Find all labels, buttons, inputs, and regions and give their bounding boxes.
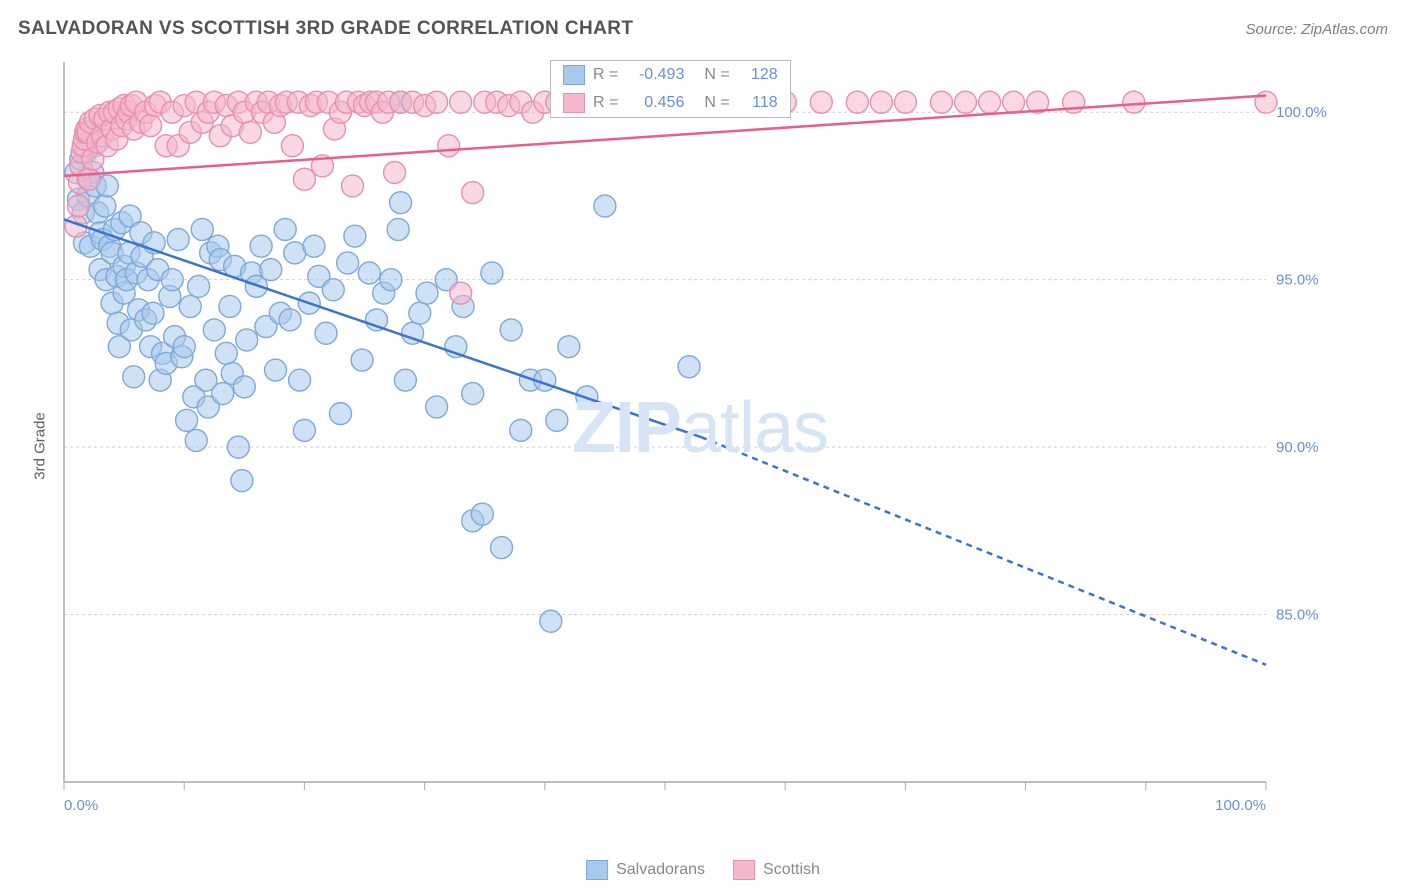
r-label: R = [593,66,618,84]
r-label: R = [593,94,618,112]
svg-text:85.0%: 85.0% [1276,607,1319,624]
bottom-legend: Salvadorans Scottish [586,860,820,880]
n-label: N = [704,66,729,84]
y-axis-label: 3rd Grade [31,412,48,480]
svg-text:0.0%: 0.0% [64,797,98,814]
n-value: 118 [738,94,778,112]
r-value: -0.493 [626,66,684,84]
svg-text:95.0%: 95.0% [1276,272,1319,289]
scatter-plot: 85.0% 90.0% 95.0% 100.0% 0.0% 100.0% [60,58,1340,828]
legend-swatch [586,860,608,880]
legend-swatch [563,65,585,85]
source-label: Source: ZipAtlas.com [1245,21,1388,38]
n-label: N = [704,94,729,112]
legend-swatch [733,860,755,880]
stats-legend-row: R = 0.456 N = 118 [551,89,790,117]
legend-swatch [563,93,585,113]
legend-label: Scottish [763,861,820,879]
n-value: 128 [738,66,778,84]
chart-title: SALVADORAN VS SCOTTISH 3RD GRADE CORRELA… [18,18,633,40]
plot-area: 85.0%90.0%95.0%100.0%0.0%100.0% ZIPatlas… [60,58,1340,828]
svg-text:90.0%: 90.0% [1276,439,1319,456]
bottom-legend-item: Salvadorans [586,860,705,880]
r-value: 0.456 [626,94,684,112]
title-bar: SALVADORAN VS SCOTTISH 3RD GRADE CORRELA… [18,18,1388,40]
svg-text:100.0%: 100.0% [1215,797,1266,814]
svg-text:100.0%: 100.0% [1276,104,1327,121]
stats-legend: R = -0.493 N = 128 R = 0.456 N = 118 [550,60,791,118]
legend-label: Salvadorans [616,861,705,879]
bottom-legend-item: Scottish [733,860,820,880]
stats-legend-row: R = -0.493 N = 128 [551,61,790,89]
